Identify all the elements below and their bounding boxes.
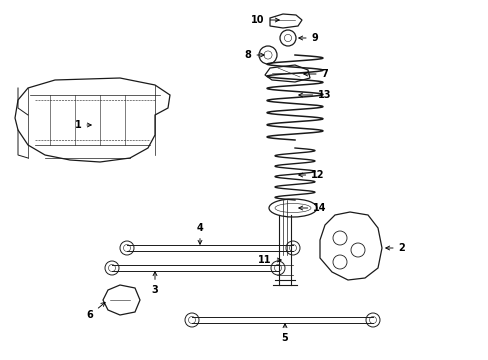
Text: 14: 14 [298,203,326,213]
Text: 10: 10 [251,15,279,25]
Text: 5: 5 [281,324,288,343]
Text: 2: 2 [385,243,405,253]
Text: 12: 12 [298,170,324,180]
Text: 11: 11 [258,255,281,265]
Text: 9: 9 [298,33,318,43]
Text: 1: 1 [75,120,91,130]
Text: 13: 13 [298,90,331,100]
Text: 4: 4 [196,223,203,244]
Text: 6: 6 [86,302,105,320]
Text: 3: 3 [151,272,158,295]
Text: 8: 8 [244,50,264,60]
Text: 7: 7 [303,69,328,79]
